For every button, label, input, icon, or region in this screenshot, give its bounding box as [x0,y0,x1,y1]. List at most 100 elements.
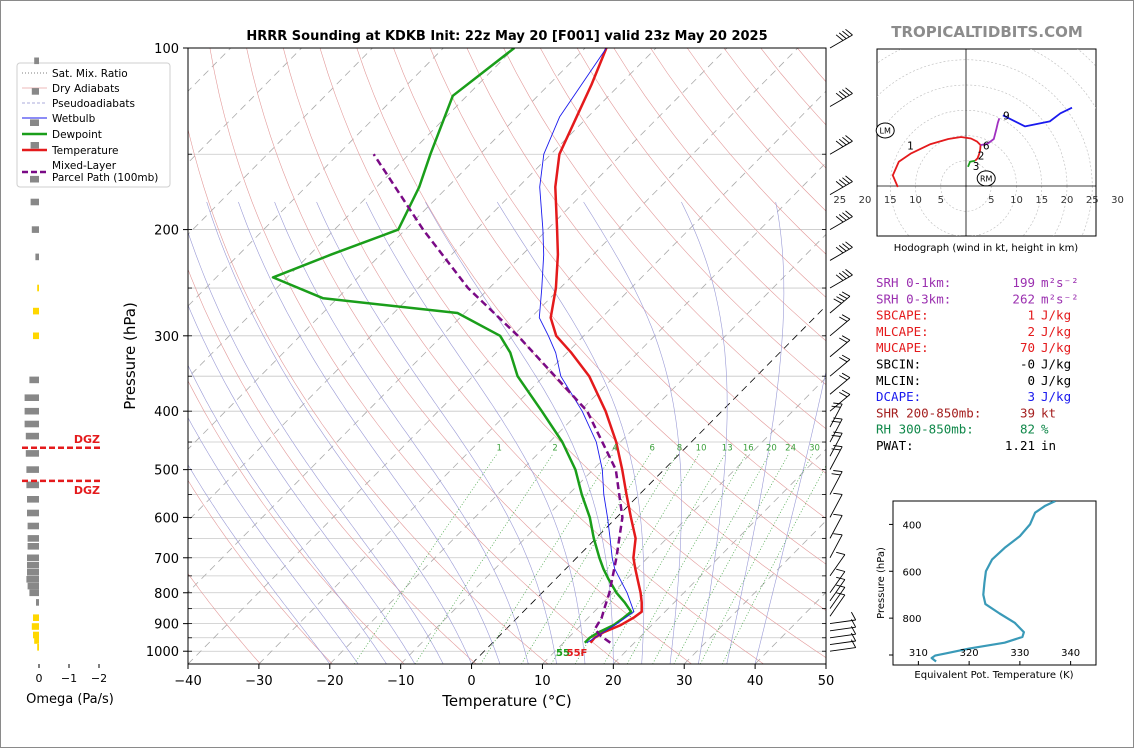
wind-barb-feather [845,175,853,182]
dry-adiabat-line [188,479,333,664]
wind-barb-feather [836,296,845,302]
param-value: 3 [1027,389,1035,404]
omega-bar [27,509,39,517]
y-axis-label: Pressure (hPa) [121,302,139,410]
wind-barb [829,216,853,230]
omega-panel: DGZ DGZ 0 −1 −2 Omega (Pa/s) [22,57,114,707]
isotherm-line [542,377,826,664]
wind-barb [829,494,843,518]
wind-barb-feather [841,354,851,360]
isotherm-line [188,48,302,164]
wind-barb [829,34,853,49]
isotherm-line [400,233,826,664]
mixing-ratio-label: 30 [809,444,820,454]
theta-e-frame [892,500,1097,666]
theta-e-panel: 310 320 330 340 400 600 800 Equivalent Pot. Te… [876,500,1097,681]
wind-barb-feather [836,584,846,588]
omega-bar [33,631,39,639]
dry-adiabat-line [393,48,826,565]
y-tick-label: 500 [154,464,179,479]
y-tick-label: 700 [154,552,179,567]
isotherm-line [188,48,373,235]
param-label: PWAT: [876,438,914,453]
wind-barb-feather [836,568,846,572]
omega-bar [29,589,39,597]
x-axis-label: Temperature (°C) [441,692,571,710]
wind-barb-feather [839,392,848,398]
wind-barb [829,647,856,652]
x-tick-label: 20 [605,674,622,689]
mixing-ratio-label: 8 [677,444,682,454]
hodograph-tick-label: 20 [859,195,872,206]
wind-barb [829,534,843,558]
omega-bars: DGZ DGZ [22,57,100,651]
height-label: 2 [978,151,985,163]
mixing-ratio-line [354,453,498,664]
mixing-ratio-label: 10 [696,444,707,454]
skewt-frame [187,47,827,665]
wind-barb-feather [841,372,851,378]
legend-label-temperature: Temperature [51,145,119,157]
wind-barb-feather [835,274,844,281]
hodograph-tick-label: 5 [938,195,944,206]
omega-bar [25,432,39,440]
omega-bar [26,576,39,583]
isotherm-line [258,90,826,664]
pseudoadiabat-line [365,201,586,664]
wind-barb [829,619,856,625]
pseudoadiabat-line [188,416,359,664]
mixing-ratio-line [673,453,790,664]
dry-adiabat-line [466,48,826,474]
wind-barb-feather [831,434,841,437]
omega-bar [27,582,39,590]
y-tick-label: 1000 [146,645,179,660]
pseudoadiabat-line [206,201,472,664]
x-tick-label: 30 [676,674,693,689]
wind-barb [829,403,843,428]
wind-barb-feather [836,576,846,580]
x-tick-label: 40 [747,674,764,689]
wind-barb [829,571,846,594]
theta-e-x-label: Equivalent Pot. Temperature (K) [914,670,1073,681]
y-tick-label: 100 [154,42,179,57]
wind-barb-feather [835,92,844,100]
wind-barbs [829,28,857,652]
pressure-axis-ticks: 100 200 300 400 500 600 700 800 900 1000 [146,42,826,660]
mixing-ratio-line [550,453,678,664]
wind-barb-feather [835,246,844,254]
wind-barb-feather [835,181,844,188]
storm-motion-marker [875,122,895,139]
wind-barb-feather [835,34,844,41]
mixing-ratio-line [480,453,614,664]
omega-bar [29,376,39,384]
wind-barb [829,247,853,261]
omega-bar [37,644,39,651]
param-label: SBCAPE: [876,308,929,323]
wind-barb-feather [833,492,843,495]
wind-barb-feather [842,89,850,96]
dry-adiabat-line [188,268,477,664]
omega-bar [37,284,39,292]
wind-barb-feather [845,269,853,276]
param-value: 39 [1020,405,1035,420]
mixing-ratio-label: 16 [743,444,754,454]
dry-adiabat-line [576,48,826,342]
legend-label-wetbulb: Wetbulb [52,113,96,125]
wind-barb-feather [833,298,842,304]
wind-barb-feather [851,639,857,648]
y-tick-label: 300 [154,330,179,345]
param-unit: in [1041,438,1056,453]
dgz-label: DGZ [74,433,100,446]
pseudoadiabat-line [188,364,387,664]
x-tick-label: −20 [316,674,343,689]
theta-e-x-tick-label: 320 [960,648,979,659]
wind-barb-feather [839,337,848,343]
wind-barb-feather [845,135,853,142]
wind-barb [829,554,846,577]
omega-bar [31,88,39,95]
legend-label-dewpoint: Dewpoint [52,129,102,141]
wind-barb-feather [838,272,847,280]
hodograph-tick-label: 15 [884,195,897,206]
omega-bar [25,450,39,457]
